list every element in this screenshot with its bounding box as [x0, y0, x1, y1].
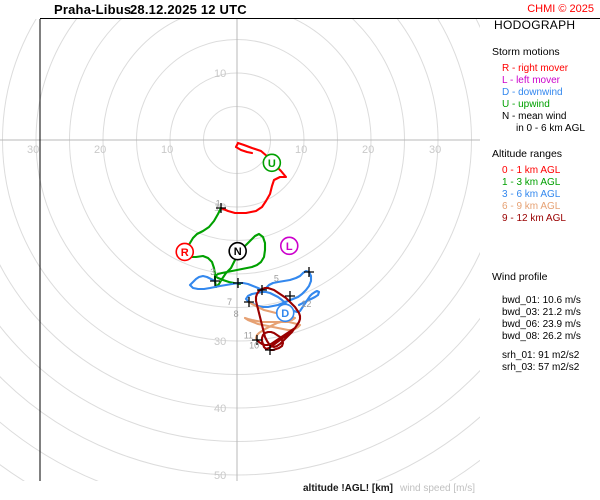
header-divider — [40, 18, 600, 19]
hour-label-3-2: 3 — [210, 267, 215, 277]
marker-letter-L: L — [286, 241, 293, 253]
storm-motions-note: in 0 - 6 km AGL — [516, 123, 585, 134]
hour-label-10-7: 10 — [249, 341, 259, 351]
marker-letter-R: R — [181, 247, 189, 259]
info-panel: HODOGRAPH Storm motions R - right mover L… — [486, 18, 600, 488]
marker-letter-U: U — [268, 158, 276, 170]
hour-cross-3 — [252, 335, 262, 345]
hour-tick-marks — [210, 203, 314, 355]
altitude-range-item-4: 9 - 12 km AGL — [502, 213, 566, 224]
storm-motion-markers: U R N L D — [175, 153, 299, 323]
hour-cross-0 — [216, 203, 226, 213]
y-tick-label-down-40: 40 — [214, 403, 226, 415]
spacer-2 — [486, 225, 600, 271]
marker-circle-L — [279, 236, 299, 256]
storm-motion-item-2: D - downwind — [502, 87, 563, 98]
trace-0 — [219, 141, 288, 215]
copyright-notice: CHMI © 2025 — [527, 3, 594, 15]
hodograph-traces — [184, 141, 321, 352]
spacer-4 — [486, 343, 600, 350]
hour-label-12-8: 12 — [301, 299, 311, 309]
marker-circle-U — [262, 153, 282, 173]
storm-motion-item-3: U - upwind — [502, 99, 550, 110]
storm-motions-list: R - right mover L - left mover D - downwin… — [486, 63, 600, 122]
hour-label-5-3: 5 — [274, 274, 279, 284]
bulk-wind-difference-list: bwd_01: 10.6 m/s bwd_03: 21.2 m/s bwd_06: … — [486, 295, 600, 342]
storm-motion-marker-R: R — [175, 242, 195, 262]
hour-cross-5 — [257, 285, 267, 295]
hour-cross-7 — [285, 291, 295, 301]
altitude-range-item-3: 6 - 9 km AGL — [502, 201, 561, 212]
storm-motion-item-1: L - left mover — [502, 75, 560, 86]
bwd-value-0: bwd_01: 10.6 m/s — [502, 295, 581, 306]
storm-motion-marker-U: U — [262, 153, 282, 173]
bwd-value-3: bwd_08: 26.2 m/s — [502, 331, 581, 342]
polar-ring-45 — [0, 317, 480, 442]
bwd-value-2: bwd_06: 23.9 m/s — [502, 319, 581, 330]
spacer-3 — [486, 288, 600, 295]
station-name: Praha-Libus — [54, 2, 132, 17]
x-tick-label-30-0: 30 — [27, 144, 39, 156]
storm-motion-marker-D: D — [275, 303, 295, 323]
y-tick-label-down-50: 50 — [214, 470, 226, 481]
panel-title: HODOGRAPH — [494, 18, 576, 32]
marker-circle-R — [175, 242, 195, 262]
hour-label-11-6: 11 — [244, 331, 253, 341]
storm-relative-helicity-list: srh_01: 91 m2/s2 srh_03: 57 m2/s2 — [486, 350, 600, 373]
hodograph-plot: 302010102030101030405010 143578111012 UR… — [0, 19, 480, 481]
marker-circle-N — [228, 241, 247, 261]
hour-label-7-4: 7 — [227, 297, 232, 307]
marker-circle-D — [275, 303, 295, 323]
trace-1 — [184, 206, 267, 289]
trace-4 — [254, 286, 302, 352]
storm-motion-marker-N: N — [228, 241, 247, 261]
altitude-range-item-1: 1 - 3 km AGL — [502, 177, 561, 188]
x-tick-label-30-5: 30 — [429, 144, 441, 156]
axis-tick-labels: 302010102030101030405010 — [27, 68, 441, 481]
y-tick-label-down-30: 30 — [214, 336, 226, 348]
hour-cross-6 — [304, 267, 314, 277]
hour-cross-2 — [244, 297, 254, 307]
hodograph-canvas: 302010102030101030405010 143578111012 UR… — [0, 19, 480, 481]
x-tick-label-20-1: 20 — [94, 144, 106, 156]
hour-label-1-0: 1 — [216, 199, 221, 209]
page-header: Praha-Libus 28.12.2025 12 UTC CHMI © 202… — [0, 0, 600, 22]
storm-motions-heading: Storm motions — [492, 46, 560, 58]
observation-datetime: 28.12.2025 12 UTC — [130, 2, 247, 17]
x-tick-label-10-3: 10 — [295, 144, 307, 156]
altitude-axis-label: altitude !AGL! [km] — [303, 483, 393, 494]
storm-motion-marker-L: L — [279, 236, 299, 256]
wind-profile-heading: Wind profile — [492, 271, 548, 283]
hour-cross-8 — [265, 345, 275, 355]
y-tick-label-up-10: 10 — [214, 68, 226, 80]
x-tick-label-20-4: 20 — [362, 144, 374, 156]
bwd-value-1: bwd_03: 21.2 m/s — [502, 307, 581, 318]
srh-value-1: srh_03: 57 m2/s2 — [502, 362, 580, 373]
hour-cross-4 — [233, 278, 243, 288]
marker-letter-D: D — [281, 308, 289, 320]
hour-label-8-5: 8 — [234, 309, 239, 319]
spacer-1 — [486, 135, 600, 148]
storm-motion-item-4: N - mean wind — [502, 111, 567, 122]
wind-speed-axis-label: wind speed [m/s] — [400, 483, 476, 494]
marker-letter-N: N — [234, 246, 242, 258]
x-tick-label-10-2: 10 — [161, 144, 173, 156]
altitude-ranges-list: 0 - 1 km AGL 1 - 3 km AGL 3 - 6 km AGL 6 - … — [486, 165, 600, 224]
altitude-range-item-2: 3 - 6 km AGL — [502, 189, 561, 200]
hour-cross-1 — [210, 276, 220, 286]
altitude-range-item-0: 0 - 1 km AGL — [502, 165, 561, 176]
storm-motion-item-0: R - right mover — [502, 63, 569, 74]
srh-value-0: srh_01: 91 m2/s2 — [502, 350, 580, 361]
altitude-ranges-heading: Altitude ranges — [492, 148, 563, 160]
